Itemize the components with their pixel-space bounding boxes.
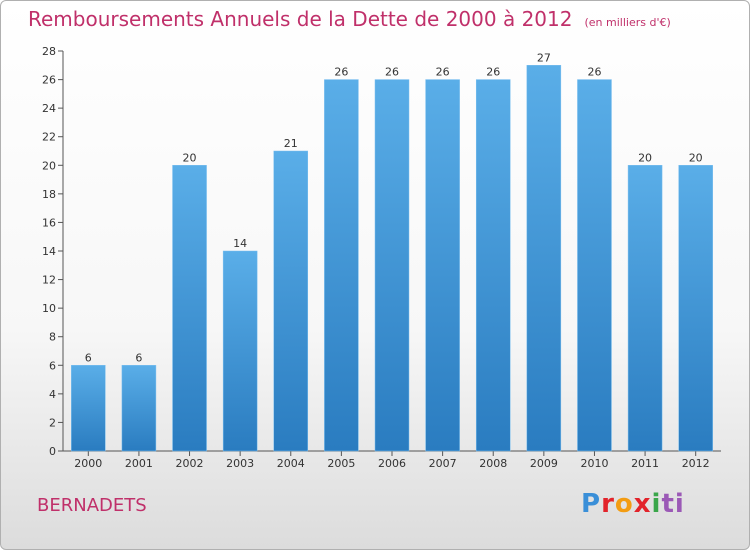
x-tick-label: 2003 [226, 457, 254, 470]
bar [627, 165, 663, 452]
logo-letter-i: i [651, 489, 662, 519]
logo-letter-p: P [581, 489, 602, 519]
x-tick-label: 2006 [378, 457, 406, 470]
bar [475, 79, 511, 452]
bar [374, 79, 410, 452]
bar-value-label: 6 [135, 351, 142, 364]
bar-value-label: 26 [486, 66, 500, 79]
bar-value-label: 27 [537, 51, 551, 64]
x-tick-label: 2012 [682, 457, 710, 470]
y-tick-label: 14 [42, 245, 56, 258]
bar-value-label: 21 [284, 137, 298, 150]
bar [678, 165, 713, 452]
y-tick-label: 26 [42, 74, 56, 87]
bar-value-label: 20 [689, 151, 703, 164]
x-tick-label: 2007 [429, 457, 457, 470]
logo-letter-r: r [601, 489, 615, 519]
y-tick-label: 12 [42, 274, 56, 287]
bar [324, 79, 359, 452]
x-tick-label: 2008 [479, 457, 507, 470]
place-name: BERNADETS [37, 495, 147, 516]
bar-value-label: 14 [233, 237, 247, 250]
x-axis: 2000 2001 2002 2003 2004 2005 2006 2007 2008 2009… [63, 450, 721, 470]
bar-value-label: 26 [334, 66, 348, 79]
x-tick-label: 2004 [277, 457, 305, 470]
y-tick-label: 24 [42, 102, 56, 115]
y-tick-label: 18 [42, 188, 56, 201]
bar [121, 365, 157, 452]
bar [273, 150, 309, 452]
bar [577, 79, 612, 452]
title-text: Remboursements Annuels de la Dette de 20… [28, 7, 573, 31]
bar [71, 365, 106, 452]
y-tick-label: 22 [42, 131, 56, 144]
x-tick-label: 2001 [125, 457, 153, 470]
logo-letter-o: o [614, 489, 634, 519]
x-tick-label: 2010 [580, 457, 608, 470]
y-tick-label: 28 [42, 45, 56, 58]
y-tick-label: 20 [42, 159, 56, 172]
unit-label: (en milliers d'€) [584, 16, 671, 29]
bar [172, 165, 207, 452]
bar [222, 250, 258, 452]
bars: 6 6 20 14 21 26 26 26 26 27 26 20 20 [71, 51, 713, 452]
chart-title: Remboursements Annuels de la Dette de 20… [28, 7, 671, 31]
y-tick-label: 2 [49, 416, 56, 429]
y-tick-label: 6 [49, 359, 56, 372]
bar-value-label: 20 [638, 151, 652, 164]
x-tick-label: 2002 [176, 457, 204, 470]
bar-value-label: 26 [436, 66, 450, 79]
x-tick-label: 2000 [74, 457, 102, 470]
y-tick-label: 10 [42, 302, 56, 315]
logo-letter-x: x [633, 489, 652, 519]
y-tick-label: 16 [42, 216, 56, 229]
bar-value-label: 6 [85, 351, 92, 364]
x-tick-label: 2009 [530, 457, 558, 470]
x-tick-label: 2005 [327, 457, 355, 470]
x-tick-label: 2011 [631, 457, 659, 470]
y-tick-label: 0 [49, 445, 56, 458]
bar-value-label: 26 [385, 66, 399, 79]
y-tick-label: 4 [49, 388, 56, 401]
bar-value-label: 26 [587, 66, 601, 79]
proxiti-logo: Proxiti [581, 489, 685, 519]
y-tick-label: 8 [49, 331, 56, 344]
logo-letter-ti: ti [661, 489, 685, 519]
bar-value-label: 20 [183, 151, 197, 164]
bar [526, 65, 562, 452]
bar [425, 79, 460, 452]
